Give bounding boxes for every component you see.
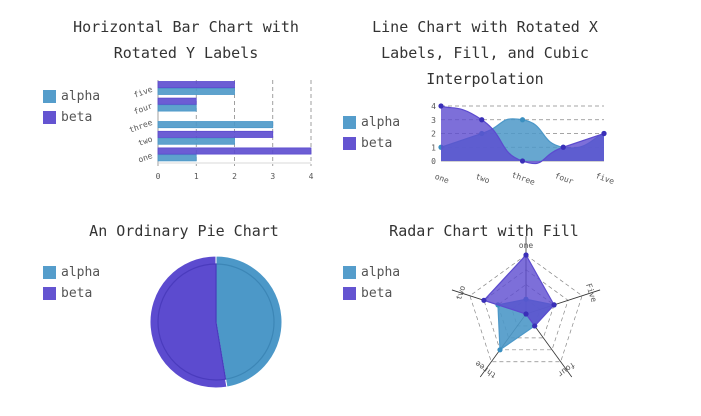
bar-beta-four [157,97,197,105]
legend-label-alpha: alpha [361,115,401,130]
line-point-beta-five [601,130,607,137]
radar-point-beta-three [523,311,529,317]
line-point-beta-four [560,144,566,150]
radar-grid-ring [469,254,583,363]
legend-label-alpha: alpha [61,89,101,104]
line-y-tick-label: 0 [431,157,436,166]
bar-alpha-three [157,121,274,129]
legend-label-beta: beta [61,110,93,125]
radar-point-alpha-three [497,347,503,353]
bar-alpha-four [157,104,197,112]
line-y-tick-label: 2 [431,130,436,139]
legend-swatch-alpha [43,266,56,279]
radar-grid-ring [483,269,569,351]
legend-swatch-beta [43,111,56,124]
radar-point-beta-two [481,297,487,303]
legend-item-alpha[interactable]: alpha [343,112,400,133]
line-point-beta-two [479,117,485,123]
radar-axis-label: one [519,241,534,250]
bar-x-tick-label: 3 [270,172,275,181]
line-point-beta-three [519,158,526,164]
bar-chart-title: Horizontal Bar Chart with Rotated Y Labe… [73,18,299,62]
bar-x-tick-label: 0 [156,172,161,181]
bar-x-tick-label: 4 [309,172,314,181]
line-point-alpha-three [519,117,526,123]
line-chart-legend: alpha beta [343,112,400,154]
legend-swatch-beta [343,287,356,300]
bar-alpha-one [157,154,197,162]
legend-label-beta: beta [61,286,93,301]
legend-label-alpha: alpha [361,265,401,280]
bar-x-tick-label: 2 [232,172,237,181]
legend-swatch-beta [343,137,356,150]
legend-item-beta[interactable]: beta [43,107,100,128]
bar-beta-five [157,81,235,89]
legend-item-alpha[interactable]: alpha [43,262,100,283]
radar-point-beta-Five [551,302,557,308]
pie-inner-slice-alpha [215,263,275,380]
legend-swatch-beta [43,287,56,300]
line-point-beta-one [438,103,444,109]
radar-chart-legend: alpha beta [343,262,400,304]
pie-inner-slice-beta [157,263,227,381]
radar-axis-label: two [454,284,467,301]
line-chart-title: Line Chart with Rotated X Labels, Fill, … [372,18,598,88]
radar-point-beta-four [532,323,538,329]
legend-label-alpha: alpha [61,265,101,280]
bar-x-tick-label: 1 [194,172,199,181]
bar-chart-legend: alpha beta [43,86,100,128]
legend-item-beta[interactable]: beta [343,283,400,304]
radar-axis-label: Five [584,282,599,303]
legend-item-beta[interactable]: beta [343,133,400,154]
pie-chart-title: An Ordinary Pie Chart [89,222,279,240]
radar-area-beta [482,253,555,327]
legend-item-beta[interactable]: beta [43,283,100,304]
bar-alpha-two [157,137,235,145]
pie-chart-legend: alpha beta [43,262,100,304]
bar-beta-one [157,147,312,155]
radar-chart-title: Radar Chart with Fill [389,222,579,240]
line-y-tick-label: 4 [431,102,436,111]
legend-swatch-alpha [43,90,56,103]
legend-swatch-alpha [343,116,356,129]
legend-label-beta: beta [361,286,393,301]
line-y-tick-label: 1 [431,143,436,152]
legend-item-alpha[interactable]: alpha [343,262,400,283]
bar-alpha-five [157,87,235,95]
line-y-tick-label: 3 [431,116,436,125]
legend-swatch-alpha [343,266,356,279]
radar-point-beta-one [523,252,529,258]
legend-label-beta: beta [361,136,393,151]
bar-beta-two [157,130,274,138]
legend-item-alpha[interactable]: alpha [43,86,100,107]
radar-axis-label: four [556,360,577,379]
